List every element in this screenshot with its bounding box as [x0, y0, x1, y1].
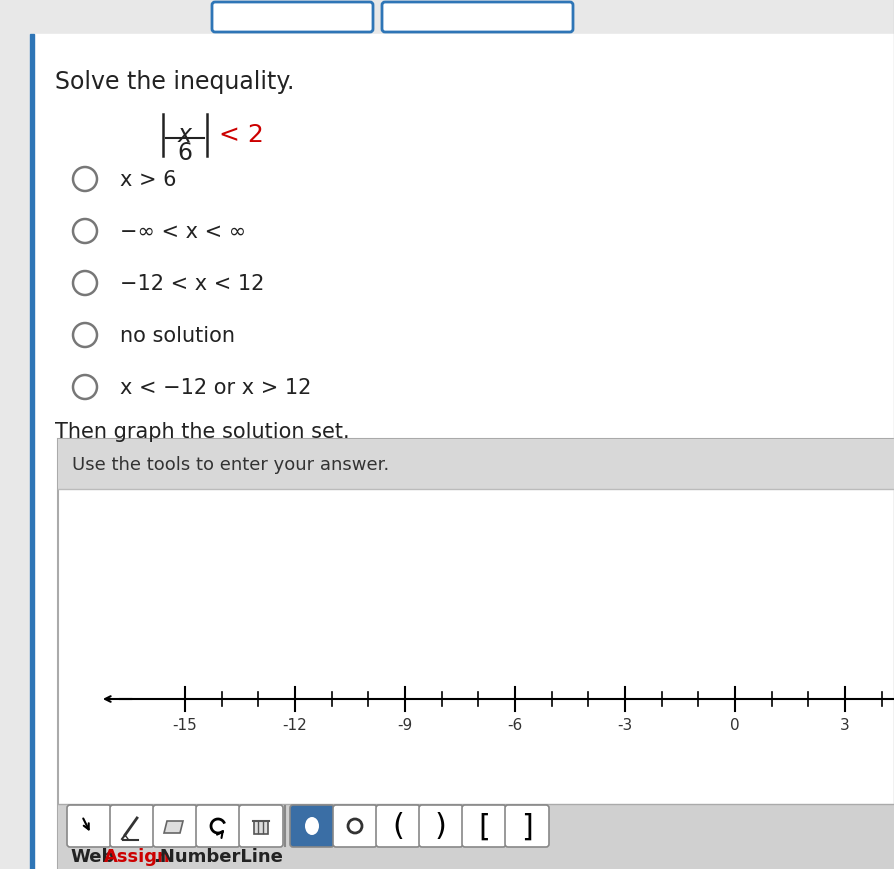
Text: x: x: [178, 123, 192, 147]
Text: -12: -12: [283, 717, 307, 733]
FancyBboxPatch shape: [375, 805, 419, 847]
Text: ]: ]: [520, 812, 532, 840]
Text: < 2: < 2: [219, 123, 264, 147]
Text: (: (: [392, 812, 403, 840]
Text: no solution: no solution: [120, 326, 235, 346]
FancyBboxPatch shape: [239, 805, 283, 847]
Bar: [58, 804, 894, 869]
Ellipse shape: [305, 817, 318, 835]
FancyBboxPatch shape: [504, 805, 548, 847]
FancyBboxPatch shape: [290, 805, 333, 847]
Text: Then graph the solution set.: Then graph the solution set.: [55, 421, 350, 441]
Bar: [254, 821, 267, 834]
Text: −12 < x < 12: −12 < x < 12: [120, 274, 264, 294]
Text: 3: 3: [839, 717, 849, 733]
Text: Web: Web: [70, 847, 114, 865]
Text: 0: 0: [730, 717, 739, 733]
Text: Use the tools to enter your answer.: Use the tools to enter your answer.: [72, 455, 389, 474]
Text: x > 6: x > 6: [120, 169, 176, 189]
Text: -6: -6: [507, 717, 522, 733]
Text: Solve the inequality.: Solve the inequality.: [55, 70, 294, 94]
Text: −∞ < x < ∞: −∞ < x < ∞: [120, 222, 246, 242]
Text: -9: -9: [397, 717, 412, 733]
Bar: [58, 440, 894, 869]
Bar: [0, 0, 894, 35]
FancyBboxPatch shape: [67, 805, 111, 847]
FancyBboxPatch shape: [382, 3, 572, 33]
Text: [: [: [477, 812, 489, 840]
Text: .NumberLine: .NumberLine: [153, 847, 283, 865]
Bar: [58, 440, 894, 489]
Text: 6: 6: [177, 141, 192, 165]
Text: -15: -15: [173, 717, 198, 733]
Polygon shape: [164, 821, 182, 833]
FancyBboxPatch shape: [196, 805, 240, 847]
FancyBboxPatch shape: [212, 3, 373, 33]
Text: x < −12 or x > 12: x < −12 or x > 12: [120, 377, 311, 397]
Text: ): ): [434, 812, 446, 840]
Text: Assign: Assign: [104, 847, 171, 865]
Text: -3: -3: [617, 717, 632, 733]
FancyBboxPatch shape: [461, 805, 505, 847]
FancyBboxPatch shape: [333, 805, 376, 847]
FancyBboxPatch shape: [153, 805, 197, 847]
FancyBboxPatch shape: [418, 805, 462, 847]
Bar: [893, 0, 894, 869]
FancyBboxPatch shape: [110, 805, 154, 847]
Bar: [30, 35, 34, 869]
